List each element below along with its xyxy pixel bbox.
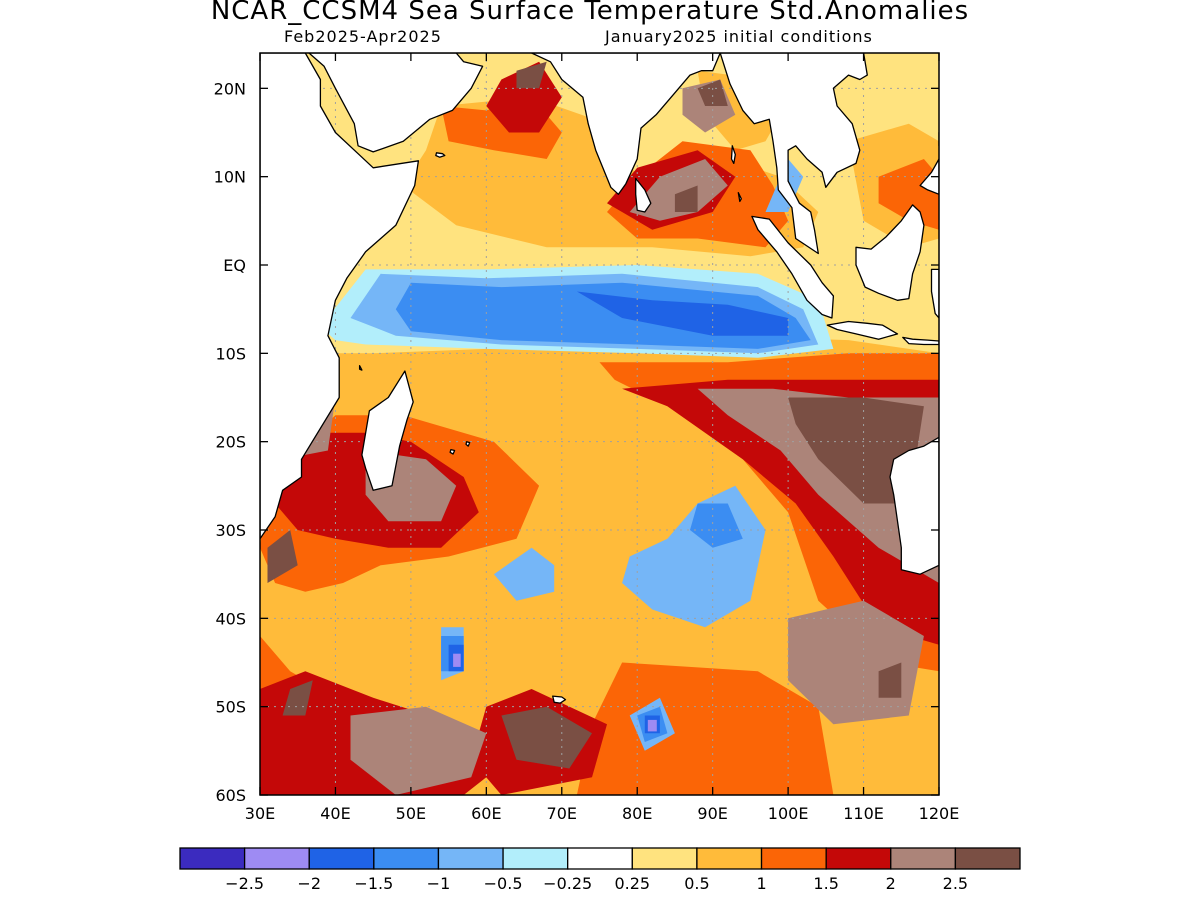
anomaly-region-16: [486, 61, 562, 133]
x-tick-label-60E: 60E: [471, 804, 501, 823]
colorbar-swatch-8: [696, 847, 763, 870]
colorbar-label-1: −2: [297, 874, 321, 893]
colorbar-swatch-9: [760, 847, 827, 870]
y-tick-label-40S: 40S: [215, 609, 246, 628]
y-tick-label-50S: 50S: [215, 698, 246, 717]
forecast-period: Feb2025-Apr2025: [284, 27, 442, 46]
anomaly-region-43: [576, 291, 789, 336]
land-madagascar: [361, 370, 414, 491]
axis-ticks: 30E 40E 50E 60E 70E 80E 90E 100E 110E 120E 20N 10N E…: [214, 53, 960, 823]
land-sumatra: [751, 215, 835, 319]
colorbar-swatch-0: [179, 847, 246, 870]
y-tick-label-60S: 60S: [215, 786, 246, 805]
anomaly-region-29: [697, 79, 728, 106]
x-tick-label-100E: 100E: [768, 804, 809, 823]
colorbar-swatch-6: [567, 847, 633, 870]
colorbar-swatch-11: [890, 847, 957, 870]
anomaly-region-27: [282, 680, 313, 716]
x-tick-label-40E: 40E: [320, 804, 350, 823]
x-tick-label-50E: 50E: [396, 804, 426, 823]
anomaly-region-31: [674, 185, 698, 212]
anomaly-region-35: [493, 547, 555, 601]
land-andaman: [730, 145, 736, 165]
map-frame: [259, 52, 940, 796]
x-tick-label-90E: 90E: [697, 804, 727, 823]
colorbar-swatch-12: [954, 847, 1021, 870]
anomaly-region-26: [267, 530, 298, 583]
x-tick-label-30E: 30E: [245, 804, 275, 823]
anomaly-region-7: [576, 662, 834, 795]
colorbar-label-6: 0.25: [614, 874, 650, 893]
land-reunion: [449, 448, 456, 455]
anomaly-region-40: [690, 503, 743, 548]
land-australia: [889, 436, 939, 575]
colorbar-swatch-3: [373, 847, 440, 870]
map-title: NCAR_CCSM4 Sea Surface Temperature Std.A…: [210, 0, 970, 26]
land-mauritius: [465, 441, 471, 447]
land-borneo: [855, 204, 925, 301]
x-tick-label-70E: 70E: [547, 804, 577, 823]
colorbar-swatch-5: [502, 847, 569, 870]
colorbar-label-10: 2: [886, 874, 896, 893]
map-area: [260, 53, 939, 795]
anomaly-region-20: [350, 706, 487, 795]
x-tick-label-110E: 110E: [843, 804, 884, 823]
colorbar-swatch-10: [825, 847, 892, 870]
land-myanmar: [719, 53, 868, 255]
colorbar-label-5: −0.25: [543, 874, 592, 893]
land-arabia: [308, 53, 484, 153]
land-comoros: [358, 365, 363, 371]
land-kerguelen: [552, 695, 567, 704]
y-tick-label-30S: 30S: [215, 521, 246, 540]
colorbar-swatch-4: [437, 847, 504, 870]
anomaly-region-47: [647, 719, 657, 732]
land-socotra: [435, 152, 446, 158]
colorbar-label-2: −1.5: [354, 874, 393, 893]
anomaly-region-21: [629, 159, 728, 221]
colorbar: −2.5 −2 −1.5 −1 −0.5 −0.25 0.25 0.5 1 1.5 2 2.5: [179, 847, 1021, 893]
anomaly-region-46: [453, 653, 461, 667]
anomaly-region-25: [501, 706, 592, 769]
anomaly-region-10: [878, 159, 939, 230]
colorbar-label-4: −0.5: [484, 874, 523, 893]
colorbar-label-7: 0.5: [684, 874, 709, 893]
y-tick-label-20S: 20S: [215, 433, 246, 452]
colorbar-swatch-1: [243, 847, 310, 870]
colorbar-label-9: 1.5: [813, 874, 838, 893]
anomaly-region-30: [516, 61, 547, 89]
land-masses: [260, 53, 939, 704]
y-tick-label-10S: 10S: [215, 344, 246, 363]
colorbar-label-3: −1: [427, 874, 451, 893]
anomaly-region-28: [878, 662, 902, 698]
land-java: [826, 320, 899, 340]
land-africa: [260, 53, 420, 540]
initial-conditions: January2025 initial conditions: [605, 27, 873, 46]
y-tick-label-10N: 10N: [214, 168, 246, 187]
y-tick-label-EQ: EQ: [223, 256, 246, 275]
land-philippines: [919, 158, 939, 195]
colorbar-swatch-2: [308, 847, 375, 870]
x-tick-label-120E: 120E: [919, 804, 960, 823]
colorbar-label-8: 1: [756, 874, 766, 893]
land-nicobar: [737, 191, 742, 203]
colorbar-label-11: 2.5: [943, 874, 968, 893]
colorbar-swatch-7: [631, 847, 698, 870]
land-india: [530, 53, 721, 195]
y-tick-label-20N: 20N: [214, 79, 246, 98]
colorbar-label-0: −2.5: [225, 874, 264, 893]
land-lesser-sunda: [902, 336, 939, 346]
land-sri-lanka: [635, 177, 652, 213]
x-tick-label-80E: 80E: [622, 804, 652, 823]
land-sulawesi: [930, 268, 939, 319]
